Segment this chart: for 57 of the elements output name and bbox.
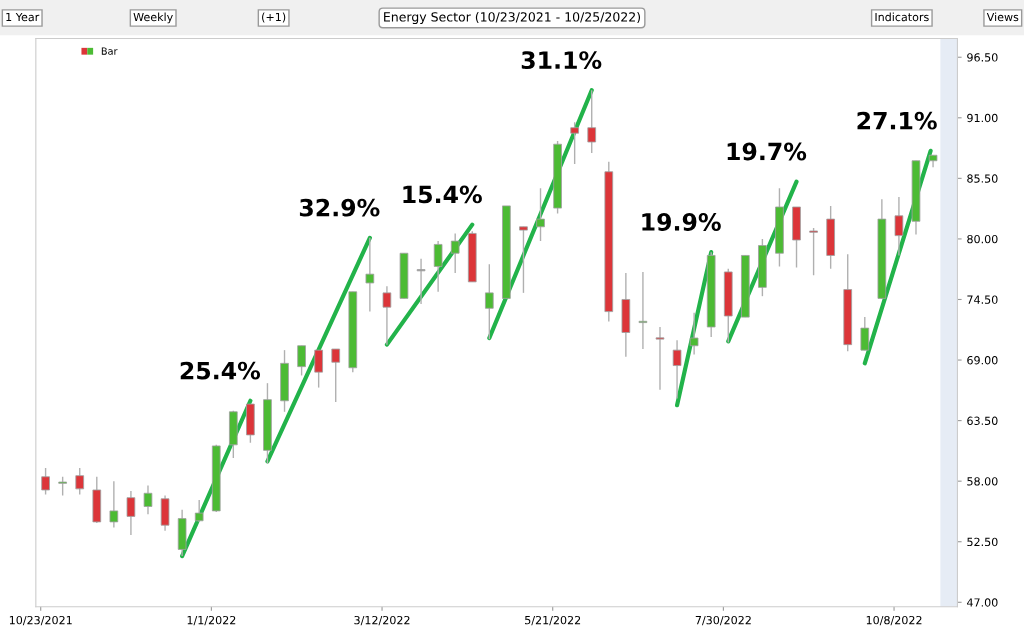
- annotation: 31.1%: [521, 51, 602, 70]
- x-tick-label: 7/30/2022: [695, 615, 751, 626]
- y-tick-label: 80.00: [967, 234, 998, 244]
- y-tick-label: 58.00: [967, 477, 998, 486]
- x-tick-label: 10/8/2022: [866, 615, 922, 626]
- legend-label: Bar: [101, 47, 118, 55]
- text: Indicators: [875, 12, 929, 22]
- text: Views: [986, 12, 1019, 22]
- candlestick: [126, 490, 136, 536]
- annotation: 19.7%: [727, 142, 807, 161]
- candlestick: [194, 499, 204, 523]
- x-tick-label: 3/12/2022: [354, 615, 410, 626]
- annotation: 27.1%: [857, 111, 937, 130]
- candlestick: [41, 467, 50, 496]
- candlestick: [75, 467, 85, 496]
- y-tick-label: 52.50: [967, 537, 998, 547]
- x-tick-label: 5/21/2022: [525, 615, 581, 626]
- candlestick: [638, 271, 648, 350]
- candlestick: [570, 121, 579, 165]
- annotation: 25.4%: [180, 361, 261, 380]
- candlestick: [382, 285, 392, 346]
- candlestick: [433, 240, 443, 293]
- y-tick-label: 47.00: [967, 598, 998, 607]
- candlestick: [655, 326, 665, 391]
- y-tick-label: 74.50: [967, 295, 998, 304]
- y-tick-label: 96.50: [967, 53, 998, 62]
- candlestick: [143, 484, 153, 515]
- candlestick: [297, 345, 306, 377]
- candlestick: [672, 339, 682, 400]
- candlestick: [331, 348, 341, 403]
- candlestick: [536, 187, 545, 242]
- text: Weekly: [133, 12, 173, 24]
- x-tick-label: 1/1/2022: [187, 615, 236, 626]
- candlestick: [450, 232, 460, 274]
- text: 1 Year: [6, 12, 40, 22]
- candlestick: [58, 476, 67, 497]
- candlestick: [860, 316, 870, 351]
- candlestick: [485, 263, 494, 340]
- text: (+1): [262, 12, 286, 23]
- candlestick: [365, 237, 375, 313]
- candlestick: [689, 312, 699, 356]
- candlestick: [894, 196, 904, 257]
- candlestick: [587, 89, 597, 154]
- x-tick-label: 10/23/2021: [9, 615, 72, 626]
- candlestick: [314, 349, 323, 389]
- y-tick-label: 91.00: [967, 113, 998, 123]
- y-tick-label: 63.50: [967, 416, 998, 425]
- annotation: 19.9%: [642, 213, 721, 231]
- annotation: 32.9%: [299, 198, 380, 217]
- chart-title: Energy Sector (10/23/2021 - 10/25/2022): [384, 11, 641, 25]
- candlestick: [809, 227, 818, 276]
- candlestick: [109, 480, 119, 529]
- y-tick-label: 69.00: [967, 356, 998, 365]
- y-tick-label: 85.50: [967, 174, 998, 183]
- candlestick: [519, 226, 528, 294]
- candlestick: [416, 258, 426, 305]
- annotation: 15.4%: [403, 185, 482, 204]
